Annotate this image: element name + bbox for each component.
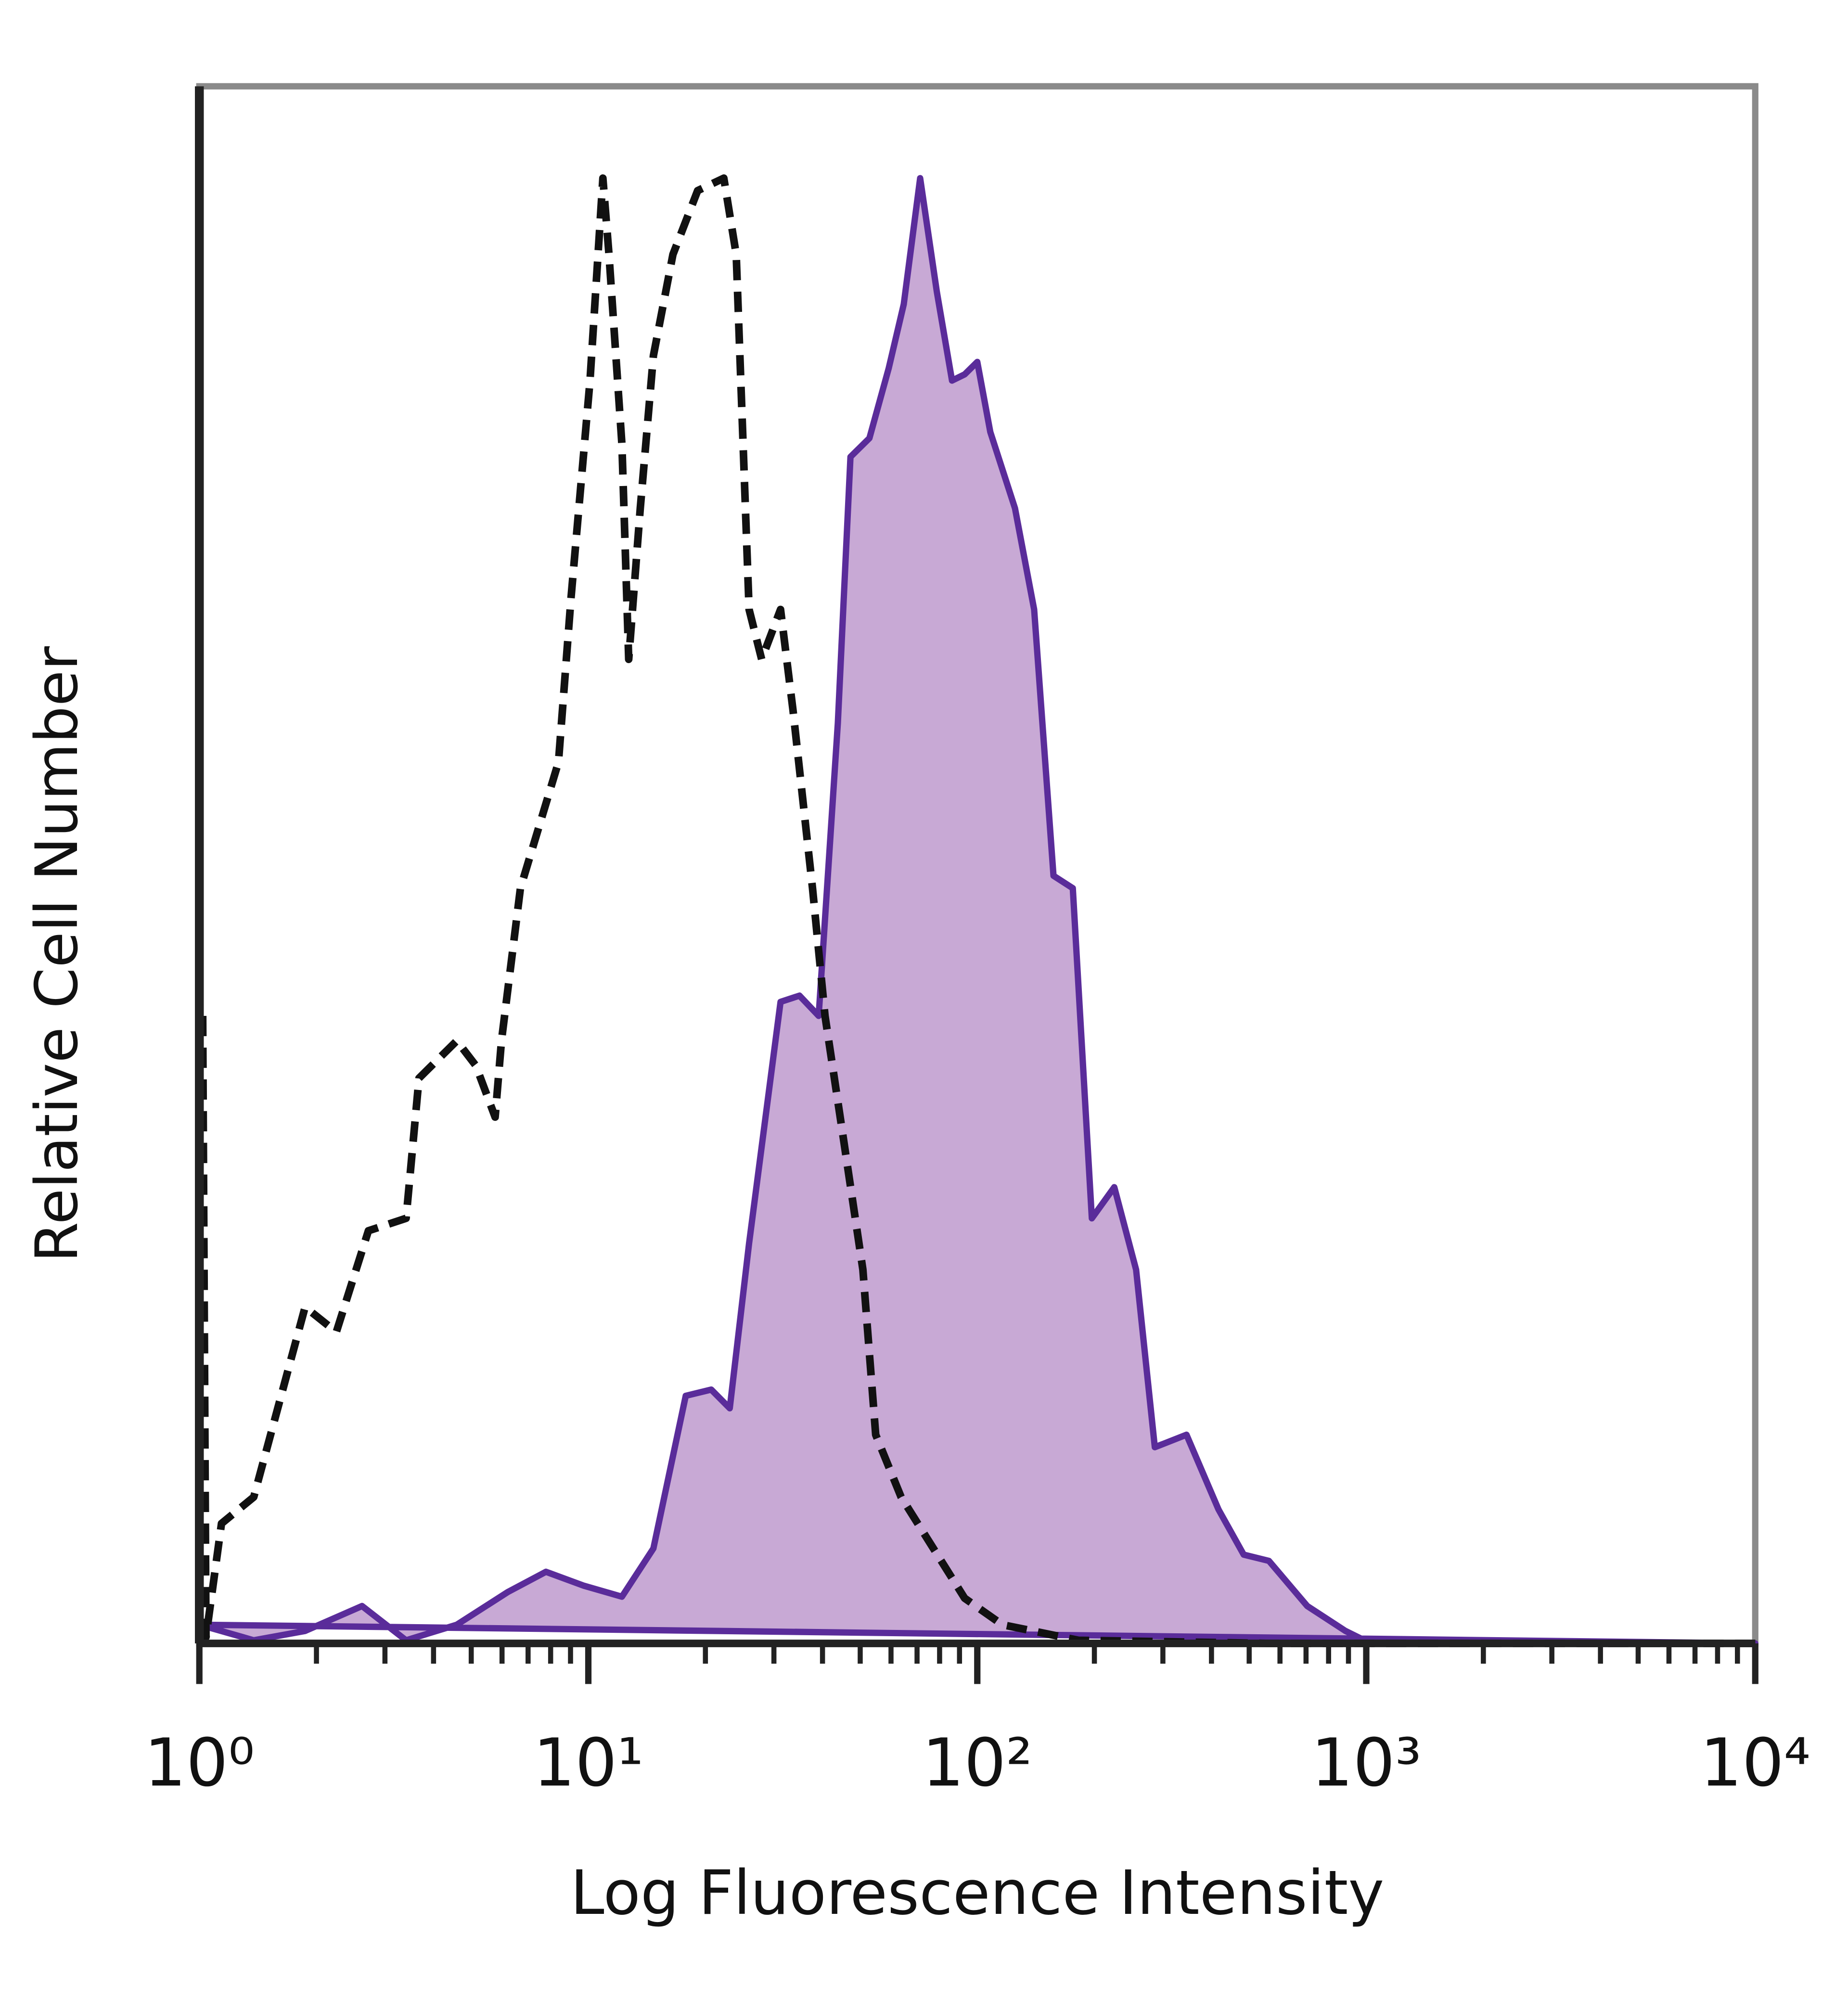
x-tick-label: 10⁴ xyxy=(1700,1725,1810,1801)
x-tick-label: 10² xyxy=(922,1725,1032,1801)
x-tick-label: 10³ xyxy=(1311,1725,1421,1801)
x-tick-label: 10¹ xyxy=(533,1725,643,1801)
x-tick-label: 10⁰ xyxy=(144,1725,255,1801)
y-axis-label: Relative Cell Number xyxy=(23,646,91,1262)
dashed-histogram xyxy=(199,174,1756,1647)
x-axis-label: Log Fluorescence Intensity xyxy=(570,1858,1384,1928)
filled-histogram xyxy=(196,175,1758,1647)
